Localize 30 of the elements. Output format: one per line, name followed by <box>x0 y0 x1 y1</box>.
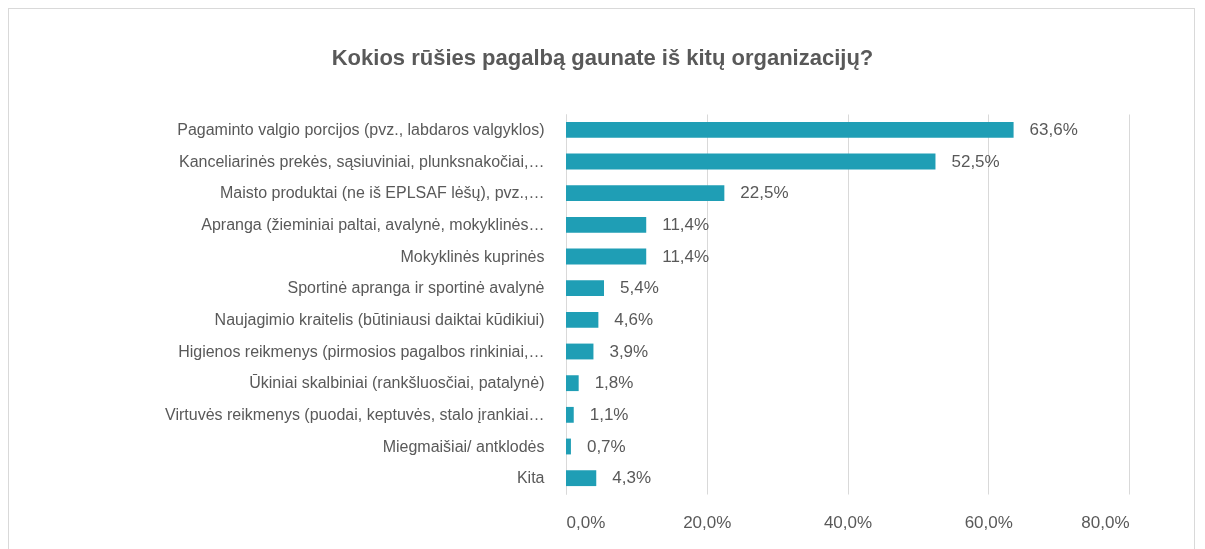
data-label: 11,4% <box>662 214 710 234</box>
y-tick-label: Kanceliarinės prekės, sąsiuviniai, plunksnakočiai,… <box>178 152 545 170</box>
data-label: 63,6% <box>1029 119 1078 139</box>
data-label: 0,7% <box>586 436 626 456</box>
data-label: 4,6% <box>614 309 654 329</box>
x-tick-label: 40,0% <box>823 512 873 532</box>
y-tick-label: Miegmaišiai/ antklodės <box>382 437 545 455</box>
y-tick-label: Pagaminto valgio porcijos (pvz., labdaros valgyklos) <box>177 120 545 138</box>
data-label: 1,1% <box>589 404 629 424</box>
y-tick-label: Virtuvės reikmenys (puodai, keptuvės, stalo įrankiai… <box>165 405 545 423</box>
chart-title: Kokios rūšies pagalbą gaunate iš kitų organizacijų? <box>331 45 874 70</box>
y-tick-label: Maisto produktai (ne iš EPLSAF lėšų), pvz.,… <box>219 184 545 202</box>
x-tick-label: 80,0% <box>1081 512 1130 532</box>
data-label: 4,3% <box>612 468 652 488</box>
y-tick-label: Ūkiniai skalbiniai (rankšluosčiai, patalynė) <box>249 374 545 392</box>
x-tick-label: 60,0% <box>964 512 1013 532</box>
data-label: 52,5% <box>951 151 1000 171</box>
x-tick-label: 0,0% <box>566 512 606 532</box>
y-tick-label: Kita <box>516 469 545 487</box>
data-label: 5,4% <box>620 278 659 298</box>
y-tick-label: Mokyklinės kuprinės <box>400 247 545 265</box>
y-tick-label: Naujagimio kraitelis (būtiniausi daiktai kūdikiui) <box>214 310 545 328</box>
data-label: 11,4% <box>662 246 710 266</box>
y-tick-label: Higienos reikmenys (pirmosios pagalbos rinkiniai,… <box>178 342 545 360</box>
data-label: 22,5% <box>740 183 789 203</box>
y-tick-label: Sportinė apranga ir sportinė avalynė <box>287 279 545 297</box>
data-label: 1,8% <box>594 373 634 393</box>
y-tick-label: Apranga (žieminiai paltai, avalynė, mokyklinės… <box>201 215 545 233</box>
data-label: 3,9% <box>609 341 649 361</box>
x-tick-label: 20,0% <box>683 512 732 532</box>
